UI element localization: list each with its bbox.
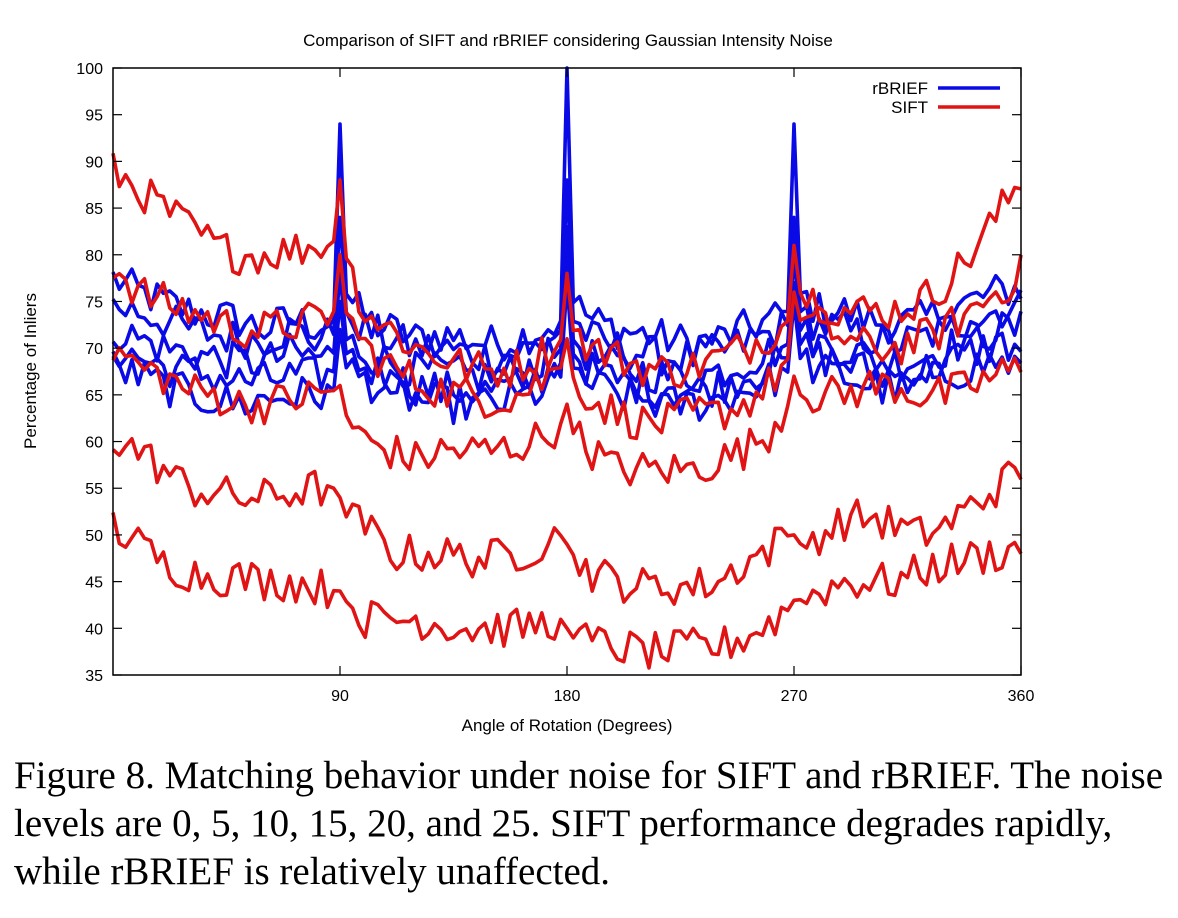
y-tick-label: 80 [85, 248, 103, 265]
x-tick-label: 180 [554, 688, 581, 705]
y-tick-label: 55 [85, 481, 103, 498]
legend-label-rbrief: rBRIEF [872, 79, 928, 98]
x-tick-label: 360 [1008, 688, 1035, 705]
sift-series-line-7 [111, 345, 1023, 487]
sift-series-line-6 [111, 253, 1023, 441]
y-tick-label: 45 [85, 575, 103, 592]
x-axis-label: Angle of Rotation (Degrees) [462, 716, 673, 735]
y-axis: 35 40 45 50 55 60 65 70 75 80 85 90 95 100 [76, 61, 1021, 685]
y-tick-label: 60 [85, 435, 103, 452]
y-tick-label: 95 [85, 108, 103, 125]
plot-area [111, 66, 1023, 670]
y-tick-label: 75 [85, 294, 103, 311]
sift-series-line-8 [111, 436, 1023, 606]
x-axis: 90 180 270 360 [331, 68, 1034, 705]
y-tick-label: 90 [85, 154, 103, 171]
x-tick-label: 270 [781, 688, 808, 705]
x-tick-label: 90 [331, 688, 349, 705]
rbrief-series-line-3 [111, 253, 1023, 410]
figure-caption: Figure 8. Matching behavior under noise … [14, 754, 1164, 893]
line-chart: Comparison of SIFT and rBRIEF considerin… [21, 31, 1034, 735]
rbrief-series-line-4 [111, 280, 1023, 426]
y-tick-label: 65 [85, 388, 103, 405]
sift-series-line-9 [111, 512, 1023, 670]
legend-label-sift: SIFT [891, 98, 928, 117]
y-tick-label: 35 [85, 668, 103, 685]
y-tick-label: 40 [85, 621, 103, 638]
y-tick-label: 85 [85, 201, 103, 218]
rbrief-series-line-2 [111, 225, 1023, 395]
y-tick-label: 100 [76, 61, 103, 78]
sift-series-line-5 [111, 152, 1022, 389]
y-tick-label: 70 [85, 341, 103, 358]
y-tick-label: 50 [85, 528, 103, 545]
chart-title: Comparison of SIFT and rBRIEF considerin… [303, 31, 833, 50]
y-axis-label: Percentage of Inliers [21, 293, 40, 449]
